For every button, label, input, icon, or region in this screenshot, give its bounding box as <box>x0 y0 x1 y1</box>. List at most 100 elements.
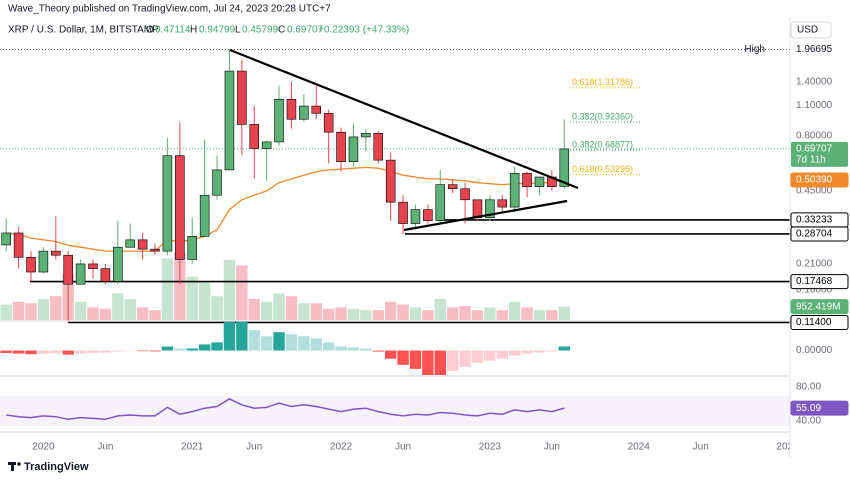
volume-bar <box>112 293 124 320</box>
macd-bar <box>521 350 533 354</box>
level-tag-box <box>790 274 849 290</box>
macd-bar <box>409 350 422 369</box>
brand: TradingView <box>24 461 89 473</box>
publisher: Wave_Theory published on TradingView.com… <box>8 4 331 15</box>
volume-bar <box>124 299 136 320</box>
candle-body <box>38 250 49 273</box>
rsi-band <box>0 396 790 426</box>
volume-bar <box>508 301 521 320</box>
candle-body <box>13 232 24 258</box>
x-tick-label: Jun <box>544 442 560 453</box>
candle-body <box>311 105 322 114</box>
plot-layer: 0.618(1.31786) 0.382(0.92360) 0.382(0.6887… <box>0 48 799 453</box>
candle-body <box>150 248 160 252</box>
rsi-line <box>6 398 565 421</box>
candle-body <box>187 236 197 260</box>
rsi-tag: 55.09 <box>796 403 821 414</box>
y-tick-label: 0.45000 <box>796 186 833 197</box>
macd-bar <box>198 344 211 351</box>
price-tag-box <box>791 141 848 167</box>
high-value: 0.94799 <box>199 25 236 36</box>
x-tick-label: Jun <box>246 442 262 453</box>
y-tick-label: 0.21000 <box>796 259 833 270</box>
macd-bar <box>273 332 285 351</box>
currency-box[interactable] <box>790 21 832 39</box>
volume-bar <box>149 310 161 320</box>
candle-body <box>224 70 235 171</box>
trend-line <box>403 199 568 232</box>
volume-bar <box>322 308 335 320</box>
macd-bar <box>496 350 508 359</box>
y-tick-label: 0.80000 <box>796 130 833 141</box>
level-tag: 0.17468 <box>796 276 833 287</box>
y-tick-label: 0.16000 <box>796 285 833 296</box>
volume-bar <box>347 308 360 320</box>
candle-body <box>398 201 408 224</box>
volume-bar <box>496 310 508 320</box>
candle-body <box>261 141 272 149</box>
volume-bar <box>25 303 37 320</box>
volume-bar <box>409 307 422 320</box>
volume-bar <box>298 303 310 320</box>
change: +0.22393 (+47.33%) <box>318 25 409 36</box>
macd-bar <box>360 348 372 351</box>
macd-bar <box>434 350 446 375</box>
macd-bar <box>558 346 570 351</box>
candle-body <box>199 194 210 237</box>
volume-bar <box>310 303 322 320</box>
time-remaining: 7d 11h <box>796 155 826 166</box>
candle-body <box>361 133 371 138</box>
macd-bar <box>422 350 434 375</box>
x-tick-label: 2022 <box>330 442 353 453</box>
price-axis-labels: 0.00000 80.00 40.00 1.40000 1.10000 0.80000 0.… <box>744 44 849 427</box>
ema-line <box>6 166 565 252</box>
macd-bar <box>149 350 161 352</box>
level-tag: 0.28704 <box>796 229 833 240</box>
candle-body <box>299 105 309 120</box>
volume-bar <box>484 307 496 320</box>
volume-bar <box>87 307 99 320</box>
macd-bar <box>471 350 484 363</box>
macd-bar <box>298 336 310 351</box>
candle-body <box>435 184 446 221</box>
volume-bar <box>260 301 273 320</box>
macd-bar <box>310 338 322 351</box>
ohlc-letter: L <box>235 25 241 36</box>
candle-body <box>51 250 61 256</box>
y-tick-label: 1.10000 <box>796 100 833 111</box>
candle-body <box>237 70 247 125</box>
macd-bar <box>25 350 37 355</box>
currency[interactable]: USD <box>797 25 818 36</box>
close-value: 0.69707 <box>287 25 324 36</box>
macd-bar <box>508 350 521 356</box>
ohlc-letter: O <box>146 25 154 36</box>
symbol: XRP / U.S. Dollar, 1M, BITSTAMP <box>8 25 159 36</box>
volume-tag: 952.419M <box>796 301 840 312</box>
x-tick-label: Jun <box>97 442 113 453</box>
macd-bar <box>459 350 471 367</box>
fib-label: 0.618(1.31786) <box>572 77 633 87</box>
candle-body <box>447 184 458 190</box>
candle-body <box>26 257 36 273</box>
volume-bar <box>0 304 12 320</box>
volume-bar <box>285 296 298 320</box>
volume-bar <box>397 304 409 320</box>
candle-body <box>1 232 11 246</box>
ema-tag-box <box>790 172 849 188</box>
macd-bar <box>112 350 124 352</box>
candle-body <box>249 124 260 149</box>
macd-bar <box>12 350 25 354</box>
candle-body <box>63 254 73 285</box>
candle-body <box>423 209 433 221</box>
volume-bar <box>74 301 87 320</box>
x-tick-label: 2021 <box>181 442 204 453</box>
x-tick-label: 2020 <box>32 442 55 453</box>
macd-bar <box>384 350 397 359</box>
candle-body <box>497 199 508 208</box>
candle-body <box>534 176 545 187</box>
candle-body <box>336 131 346 163</box>
volume-bar <box>136 307 149 320</box>
candle-body <box>522 173 532 187</box>
volume-bar <box>422 310 434 320</box>
macd-bar <box>174 348 186 351</box>
